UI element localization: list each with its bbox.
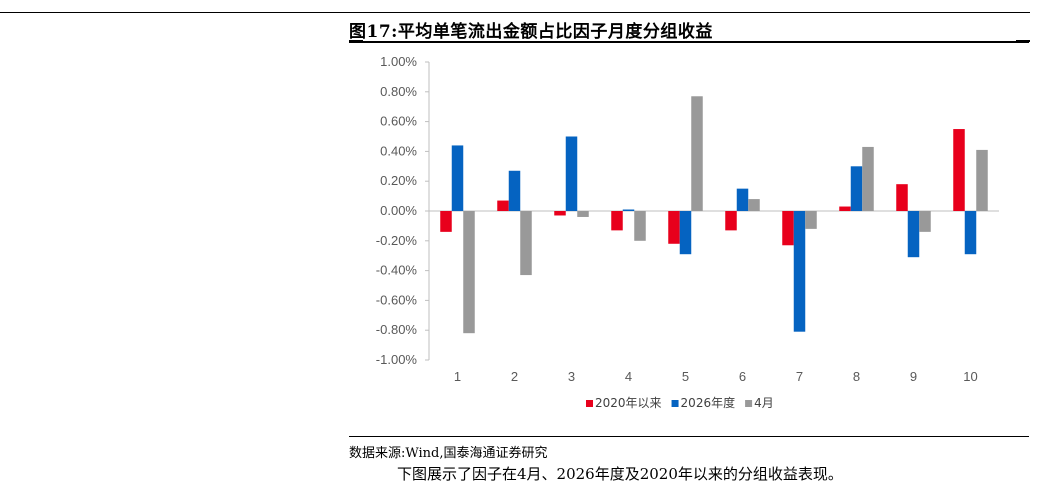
bar [611, 211, 623, 231]
bar [782, 211, 794, 246]
bar [964, 211, 977, 255]
bar [554, 211, 566, 216]
bar [497, 200, 509, 211]
bar [691, 96, 703, 211]
x-tick-label: 2 [511, 369, 518, 384]
legend: 2020年以来 2026年度 4月 [586, 395, 774, 410]
bar [463, 211, 475, 334]
x-tick-label: 1 [454, 369, 461, 384]
legend-swatch [745, 400, 753, 407]
bar [907, 211, 920, 258]
figure-title: 图17:平均单笔流出金额占比因子月度分组收益 [349, 22, 713, 42]
y-tick-label: 0.60% [380, 114, 417, 129]
bar [896, 184, 908, 211]
legend-label: 4月 [754, 396, 774, 410]
source-note: 数据来源:Wind,国泰海通证券研究 [349, 446, 548, 461]
body-paragraph: 下图展示了因子在4月、2026年度及2020年以来的分组收益表现。 [397, 465, 843, 483]
bar [451, 145, 464, 211]
bar [565, 136, 578, 211]
bar [736, 188, 749, 211]
title-rule [349, 41, 1029, 43]
x-tick-label: 5 [682, 369, 689, 384]
x-tick-label: 9 [910, 369, 917, 384]
x-tick-label: 7 [796, 369, 803, 384]
x-tick-label: 6 [739, 369, 746, 384]
bars [440, 96, 988, 334]
bar [622, 209, 635, 211]
bar [508, 170, 521, 211]
y-tick-label: 0.80% [380, 84, 417, 99]
bar [953, 129, 965, 211]
top-rule [0, 12, 1030, 13]
bar [919, 211, 931, 232]
bar [805, 211, 817, 229]
x-tick-label: 3 [568, 369, 575, 384]
legend-swatch [671, 400, 679, 407]
y-axis: 1.00% 0.80% 0.60% 0.40% 0.20% 0.00% -0.20% -0.4… [376, 54, 430, 367]
bar [976, 149, 988, 211]
bar [577, 211, 589, 217]
y-tick-label: 0.40% [380, 143, 417, 158]
source-rule [349, 436, 1029, 437]
legend-label: 2026年度 [681, 395, 736, 410]
bar [793, 211, 806, 332]
legend-swatch [586, 400, 593, 407]
x-tick-label: 10 [963, 369, 977, 384]
y-tick-label: -1.00% [376, 352, 418, 367]
y-tick-label: -0.20% [376, 233, 418, 248]
bar [862, 146, 874, 211]
bar [725, 211, 737, 231]
bar [440, 211, 452, 232]
y-tick-label: -0.40% [376, 263, 418, 278]
bar [748, 199, 760, 211]
y-tick-label: 1.00% [380, 54, 417, 69]
legend-label: 2020年以来 [595, 396, 662, 410]
bar [679, 211, 692, 255]
bar [668, 211, 680, 244]
x-tick-label: 4 [625, 369, 632, 384]
y-tick-label: -0.60% [376, 292, 418, 307]
bar [520, 211, 532, 276]
bar [850, 166, 863, 211]
y-tick-label: 0.00% [380, 203, 417, 218]
y-tick-label: -0.80% [376, 322, 418, 337]
x-tick-label: 8 [853, 369, 860, 384]
bar-chart: 1.00% 0.80% 0.60% 0.40% 0.20% 0.00% -0.20% -0.4… [376, 54, 999, 410]
bar [634, 211, 646, 241]
y-tick-label: 0.20% [380, 173, 417, 188]
bar [839, 206, 851, 211]
